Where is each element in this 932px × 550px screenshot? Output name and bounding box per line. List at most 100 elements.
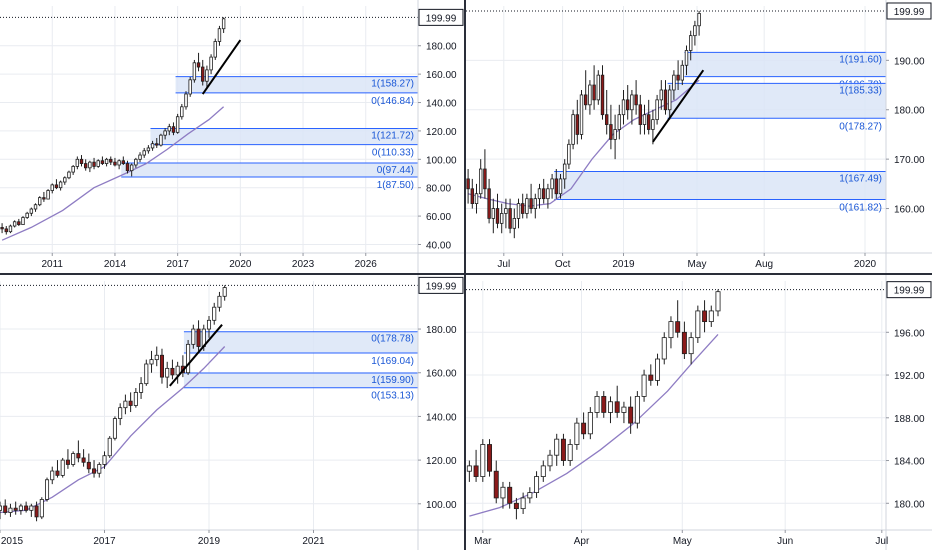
candlestick (50, 183, 54, 194)
candlestick (628, 396, 634, 434)
pane-divider-horizontal[interactable] (0, 273, 932, 275)
price-axis-label: 160.00 (426, 70, 457, 81)
candle-body-up (188, 79, 192, 95)
chart-pane-top-right[interactable]: 1(191.60)0(186.70)1(185.33)0(178.27)1(16… (466, 0, 932, 273)
candlestick (71, 451, 76, 467)
chart-pane-bottom-right[interactable]: 199.99 180.00 184.00 188.00 192.00 196.00 Mar A… (466, 275, 932, 550)
candle-body-up (554, 438, 560, 456)
last-price-badge (886, 281, 932, 299)
candlestick (601, 391, 607, 418)
candlestick (29, 503, 34, 517)
candle-body-up (154, 354, 159, 361)
candle-body-up (165, 367, 170, 378)
last-price-label: 199.99 (426, 13, 457, 24)
candlestick (487, 178, 491, 224)
candlestick (86, 453, 91, 474)
chart-pane-bottom-left[interactable]: 0(178.78) 1(169.04) 1(159.90) 0(153.13) 199.… (0, 275, 464, 550)
candlestick (533, 193, 538, 219)
candlestick (167, 123, 171, 136)
time-axis-label: May (673, 536, 692, 547)
candlestick (641, 369, 647, 402)
candlestick (592, 65, 596, 110)
candlestick (191, 324, 196, 349)
candlestick (222, 285, 227, 301)
candlestick (541, 178, 546, 204)
candlestick (138, 152, 142, 163)
candle-body-up (144, 363, 149, 385)
last-price-badge (418, 8, 464, 26)
candle-body-down (17, 221, 21, 226)
candlestick (38, 196, 42, 207)
candle-body-up (642, 114, 647, 125)
chart-pane-top-left[interactable]: 1(158.27) 0(146.84) 1(121.72) 0(110.33) 0(97… (0, 0, 464, 273)
time-axis-label: 2023 (292, 259, 315, 270)
candlestick (512, 208, 517, 239)
candlestick (192, 59, 197, 83)
candle-body-down (601, 396, 607, 413)
candlestick (480, 439, 486, 482)
candle-body-down (83, 163, 88, 169)
candlestick (139, 377, 144, 399)
candlestick (12, 220, 17, 228)
candle-body-up (478, 168, 483, 195)
price-axis-label: 120.00 (426, 127, 457, 138)
candlestick (196, 320, 201, 351)
candlestick (217, 291, 222, 312)
time-axis-label: 2017 (93, 536, 116, 547)
candle-body-up (672, 74, 676, 91)
candlestick (83, 159, 88, 171)
candlestick (29, 207, 34, 217)
candle-body-up (534, 476, 540, 493)
candle-body-up (596, 74, 601, 101)
candlestick (133, 388, 138, 408)
candle-body-up (58, 181, 63, 189)
candle-body-down (128, 400, 133, 406)
fib-zone (684, 52, 886, 77)
candlestick (474, 183, 479, 214)
candle-body-up (142, 150, 146, 156)
candlestick (681, 321, 687, 360)
pane-divider-vertical[interactable] (464, 0, 466, 550)
candlestick (567, 439, 573, 466)
candle-body-up (558, 178, 563, 195)
fib-level-label: 0(178.27) (839, 121, 882, 132)
candlestick (150, 140, 155, 151)
fib-level-label: 0(153.13) (371, 391, 414, 402)
candle-body-up (594, 396, 600, 413)
candlestick (3, 499, 8, 515)
candlestick (525, 193, 529, 219)
candle-body-up (527, 492, 533, 499)
candlestick (154, 346, 159, 367)
candle-body-down (638, 104, 643, 125)
candlestick (109, 156, 113, 165)
candle-body-down (92, 161, 96, 167)
price-axis-label: 140.00 (426, 99, 457, 110)
candle-body-up (21, 217, 25, 226)
candle-body-down (483, 168, 487, 190)
candle-body-up (684, 50, 689, 66)
candle-body-down (592, 84, 596, 101)
candle-body-up (574, 422, 580, 445)
candle-body-up (102, 455, 107, 465)
candlestick (125, 160, 130, 174)
candlestick (688, 332, 694, 365)
price-axis-label: 140.00 (426, 412, 457, 423)
price-axis-label: 196.00 (894, 328, 925, 339)
chart-svg: 0(178.78) 1(169.04) 1(159.90) 0(153.13) 199.… (0, 275, 464, 550)
candlestick (625, 85, 630, 120)
last-price-label: 199.99 (426, 281, 457, 292)
chart-svg: 1(191.60)0(186.70)1(185.33)0(178.27)1(16… (466, 0, 932, 273)
time-axis-label: Oct (555, 259, 571, 270)
candlestick (55, 460, 60, 478)
candlestick (33, 203, 38, 212)
trend-line (201, 39, 242, 95)
candle-body-down (648, 374, 654, 381)
candle-body-up (88, 161, 92, 169)
candle-body-down (487, 444, 493, 472)
candlestick (642, 104, 647, 135)
candlestick (188, 76, 192, 97)
candle-body-up (138, 154, 142, 160)
candlestick (42, 191, 46, 202)
candlestick (470, 178, 475, 209)
candle-body-down (65, 459, 70, 465)
